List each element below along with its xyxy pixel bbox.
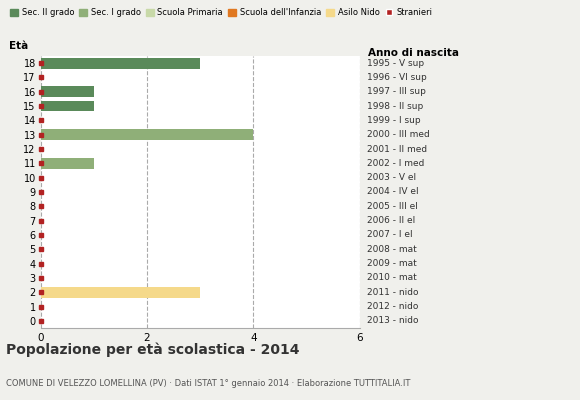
- Bar: [41, 129, 253, 140]
- Bar: [41, 101, 94, 112]
- Bar: [41, 86, 94, 97]
- Text: 2009 - mat: 2009 - mat: [367, 259, 416, 268]
- Text: 2005 - III el: 2005 - III el: [367, 202, 418, 211]
- Text: 2011 - nido: 2011 - nido: [367, 288, 418, 297]
- Text: 1996 - VI sup: 1996 - VI sup: [367, 73, 426, 82]
- Legend: Sec. II grado, Sec. I grado, Scuola Primaria, Scuola dell'Infanzia, Asilo Nido, : Sec. II grado, Sec. I grado, Scuola Prim…: [10, 8, 432, 17]
- Text: 2008 - mat: 2008 - mat: [367, 245, 416, 254]
- Text: 1997 - III sup: 1997 - III sup: [367, 87, 426, 96]
- Text: 2012 - nido: 2012 - nido: [367, 302, 418, 311]
- Text: 2002 - I med: 2002 - I med: [367, 159, 424, 168]
- Text: 1995 - V sup: 1995 - V sup: [367, 59, 423, 68]
- Text: Età: Età: [9, 40, 28, 50]
- Text: 2007 - I el: 2007 - I el: [367, 230, 412, 240]
- Bar: [41, 287, 200, 298]
- Text: 2001 - II med: 2001 - II med: [367, 144, 427, 154]
- Text: 2003 - V el: 2003 - V el: [367, 173, 416, 182]
- Bar: [41, 58, 200, 68]
- Text: 2013 - nido: 2013 - nido: [367, 316, 418, 325]
- Text: 2000 - III med: 2000 - III med: [367, 130, 429, 139]
- Bar: [41, 158, 94, 169]
- Text: 1999 - I sup: 1999 - I sup: [367, 116, 420, 125]
- Text: 1998 - II sup: 1998 - II sup: [367, 102, 423, 111]
- Text: 2006 - II el: 2006 - II el: [367, 216, 415, 225]
- Text: Anno di nascita: Anno di nascita: [368, 48, 459, 58]
- Text: COMUNE DI VELEZZO LOMELLINA (PV) · Dati ISTAT 1° gennaio 2014 · Elaborazione TUT: COMUNE DI VELEZZO LOMELLINA (PV) · Dati …: [6, 379, 410, 388]
- Text: Popolazione per età scolastica - 2014: Popolazione per età scolastica - 2014: [6, 342, 299, 357]
- Text: 2010 - mat: 2010 - mat: [367, 273, 416, 282]
- Text: 2004 - IV el: 2004 - IV el: [367, 188, 418, 196]
